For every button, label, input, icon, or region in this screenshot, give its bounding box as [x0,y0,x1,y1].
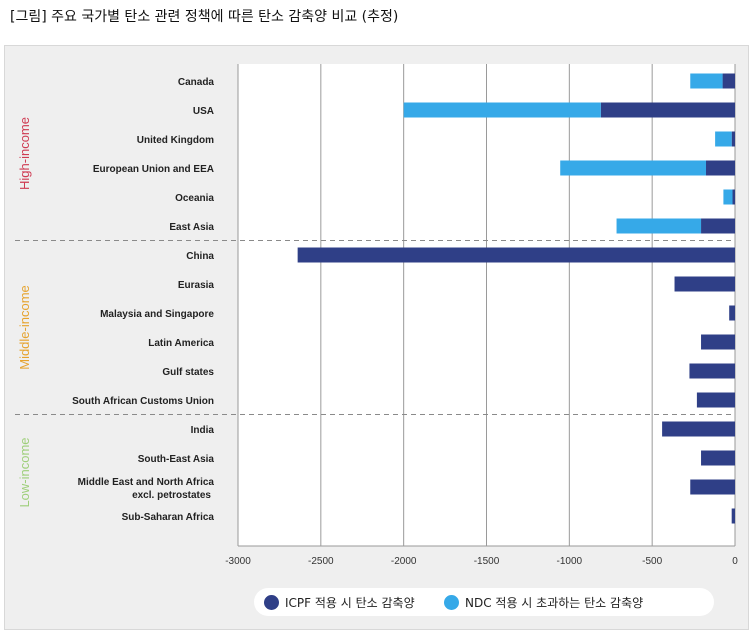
category-label-9: Latin America [148,338,214,349]
category-label-8: Malaysia and Singapore [100,309,214,320]
category-label-7: Eurasia [178,280,215,291]
bar-icpf-5 [701,218,735,234]
bar-icpf-3 [706,160,735,176]
legend-swatch-ndc [444,594,459,610]
legend-label-ndc: NDC 적용 시 초과하는 탄소 감축양 [465,595,644,610]
legend-item-ndc: NDC 적용 시 초과하는 탄소 감축양 [444,588,643,616]
bar-icpf-10 [689,363,735,379]
group-label-high-income: High-income [17,117,32,190]
bar-icpf-4 [732,189,735,205]
category-label-12: India [191,425,215,436]
bar-icpf-1 [600,102,735,118]
category-label-15: Sub-Saharan Africa [122,512,215,523]
x-tick-label-2: -2000 [391,556,417,567]
bar-icpf-0 [722,73,735,89]
group-label-low-income: Low-income [17,437,32,507]
bar-ndc-3 [560,160,707,176]
category-label-14: Middle East and North Africa excl. petros… [78,477,215,501]
x-tick-label-5: -500 [642,556,662,567]
category-label-4: Oceania [175,193,214,204]
bar-icpf-14 [690,479,735,495]
legend-item-icpf: ICPF 적용 시 탄소 감축양 [264,588,415,616]
bar-icpf-13 [701,450,735,466]
bar-ndc-0 [690,73,723,89]
bar-icpf-11 [696,392,735,408]
bar-ndc-4 [723,189,733,205]
group-label-middle-income: Middle-income [17,285,32,370]
legend-label-icpf: ICPF 적용 시 탄소 감축양 [285,595,415,610]
category-label-5: East Asia [169,222,214,233]
category-label-10: Gulf states [162,367,214,378]
figure-caption: [그림] 주요 국가별 탄소 관련 정책에 따른 탄소 감축양 비교 (추정) [10,9,399,25]
bar-icpf-12 [662,421,735,437]
x-tick-label-1: -2500 [308,556,334,567]
x-tick-label-3: -1500 [474,556,500,567]
bar-icpf-9 [701,334,735,350]
bar-ndc-1 [403,102,601,118]
category-label-1: USA [193,106,214,117]
legend-swatch-icpf [264,594,279,610]
legend: ICPF 적용 시 탄소 감축양 NDC 적용 시 초과하는 탄소 감축양 [254,588,714,616]
category-label-0: Canada [178,77,215,88]
x-tick-label-0: -3000 [225,556,251,567]
bar-icpf-2 [731,131,735,147]
category-label-6: China [186,251,214,262]
bar-ndc-5 [616,218,702,234]
x-tick-label-4: -1000 [557,556,583,567]
category-label-13: South-East Asia [138,454,215,465]
bar-chart: -3000 -2500 -2000 -1500 -1000 -500 0 Canada USA U… [15,64,738,567]
category-label-2: United Kingdom [137,135,214,146]
bar-icpf-8 [729,305,735,321]
bar-icpf-7 [674,276,735,292]
x-tick-label-6: 0 [732,556,738,567]
category-label-11: South African Customs Union [72,396,214,407]
bar-ndc-2 [715,131,732,147]
bar-icpf-15 [731,508,735,524]
bar-icpf-6 [297,247,735,263]
category-label-3: European Union and EEA [93,164,214,175]
chart-panel: -3000 -2500 -2000 -1500 -1000 -500 0 Canada USA U… [4,45,749,630]
